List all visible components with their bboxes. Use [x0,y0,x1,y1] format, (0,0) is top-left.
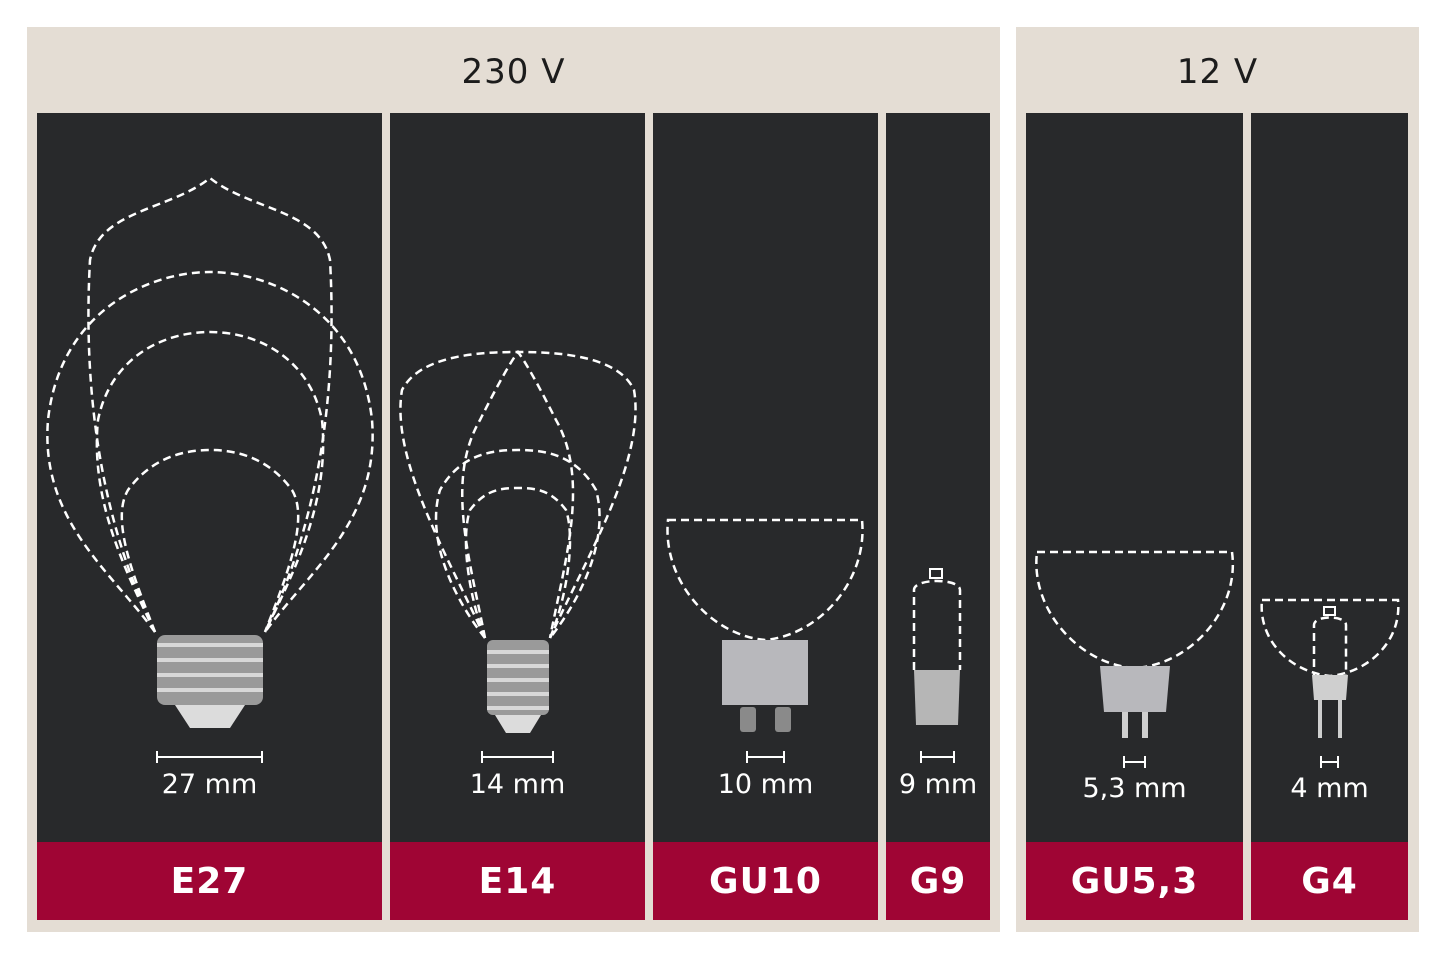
socket-size: 4 mm [1290,773,1369,804]
socket-size: 9 mm [898,769,978,800]
socket-label: GU5,3 [1026,842,1243,920]
socket-size: 27 mm [161,769,258,800]
socket-column-e27: 27 mm E27 [37,113,382,920]
socket-column-g4: 4 mm G4 [1251,113,1408,920]
socket-column-gu5-3: 5,3 mm GU5,3 [1026,113,1243,920]
socket-column-g9: 9 mm G9 [886,113,990,920]
socket-size: 10 mm [717,769,814,800]
socket-label: E14 [390,842,645,920]
socket-label: GU10 [653,842,878,920]
socket-label: G4 [1251,842,1408,920]
socket-column-e14: 14 mm E14 [390,113,645,920]
voltage-heading-230v: 230 V [461,52,566,92]
socket-size: 5,3 mm [1082,773,1187,804]
socket-label: E27 [37,842,382,920]
socket-label: G9 [886,842,990,920]
socket-column-gu10: 10 mm GU10 [653,113,878,920]
socket-size: 14 mm [469,769,566,800]
voltage-heading-12v: 12 V [1176,52,1259,92]
